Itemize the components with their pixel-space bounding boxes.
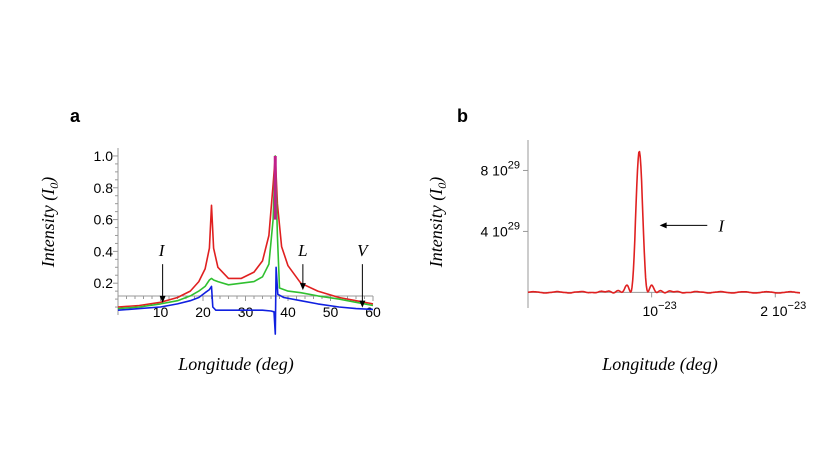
panel-a-x-tick-label: 50 bbox=[323, 304, 339, 320]
panel-a-y-tick-label: 0.2 bbox=[94, 275, 114, 291]
panel-b-x-tick-label: 10−23 bbox=[643, 300, 677, 319]
annotation-arrowhead-L bbox=[299, 283, 306, 291]
panel-a-y-label-main: Intensity (I bbox=[38, 188, 59, 268]
panel-a-y-tick-label: 0.6 bbox=[94, 212, 114, 228]
panel-b-y-label: Intensity (I0) bbox=[426, 177, 449, 268]
chart-panel-b: 10−23 2 10−23 4 1029 8 1029 I Longitude (de… bbox=[426, 140, 806, 375]
annotation-arrowhead-I bbox=[159, 295, 166, 303]
panel-a-y-tick-label: 0.4 bbox=[94, 243, 114, 259]
panel-b-y-label-main: Intensity (I bbox=[426, 188, 447, 268]
series-line-I-b bbox=[527, 150, 801, 294]
panel-b-x-tick-label: 2 10−23 bbox=[760, 300, 806, 319]
panel-b-annotations: I bbox=[659, 216, 725, 235]
series-line-L bbox=[117, 155, 374, 310]
annotation-arrowhead-V bbox=[359, 300, 366, 308]
panel-a-x-tick-label: 40 bbox=[280, 304, 296, 320]
panel-b-y-label-end: ) bbox=[426, 177, 447, 184]
panel-b-axes: 10−23 2 10−23 4 1029 8 1029 bbox=[481, 140, 806, 319]
panel-a-y-tick-label: 0.8 bbox=[94, 180, 114, 196]
panel-a-y-label-sub: 0 bbox=[47, 183, 61, 189]
panel-label-a: a bbox=[70, 106, 81, 126]
annotation-label-V: V bbox=[357, 241, 370, 260]
panel-a-y-tick-label: 1.0 bbox=[94, 148, 114, 164]
panel-a-x-tick-label: 60 bbox=[365, 304, 381, 320]
panel-label-b: b bbox=[457, 106, 468, 126]
series-line-V bbox=[117, 266, 374, 335]
panel-b-series bbox=[527, 150, 801, 294]
panel-a-y-label-end: ) bbox=[38, 177, 59, 184]
annotation-label-I-b: I bbox=[717, 216, 725, 235]
annotation-label-I: I bbox=[158, 241, 166, 260]
panel-b-y-tick-label: 8 1029 bbox=[481, 159, 521, 178]
panel-b-x-label: Longitude (deg) bbox=[601, 354, 717, 375]
panel-a-x-label: Longitude (deg) bbox=[177, 354, 293, 375]
panel-b-y-tick-label: 4 1029 bbox=[481, 220, 521, 239]
panel-a-axes: 10 20 30 40 50 600.20.40.60.81.0 bbox=[94, 148, 381, 320]
panel-a-x-tick-label: 20 bbox=[195, 304, 211, 320]
panel-a-x-tick-label: 30 bbox=[238, 304, 254, 320]
panel-b-y-label-sub: 0 bbox=[435, 183, 449, 189]
panel-a-y-label: Intensity (I0) bbox=[38, 177, 61, 268]
series-line-I bbox=[117, 155, 374, 308]
annotation-label-L: L bbox=[297, 241, 307, 260]
panel-a-series bbox=[117, 155, 374, 335]
annotation-arrowhead-I-b bbox=[659, 222, 667, 229]
